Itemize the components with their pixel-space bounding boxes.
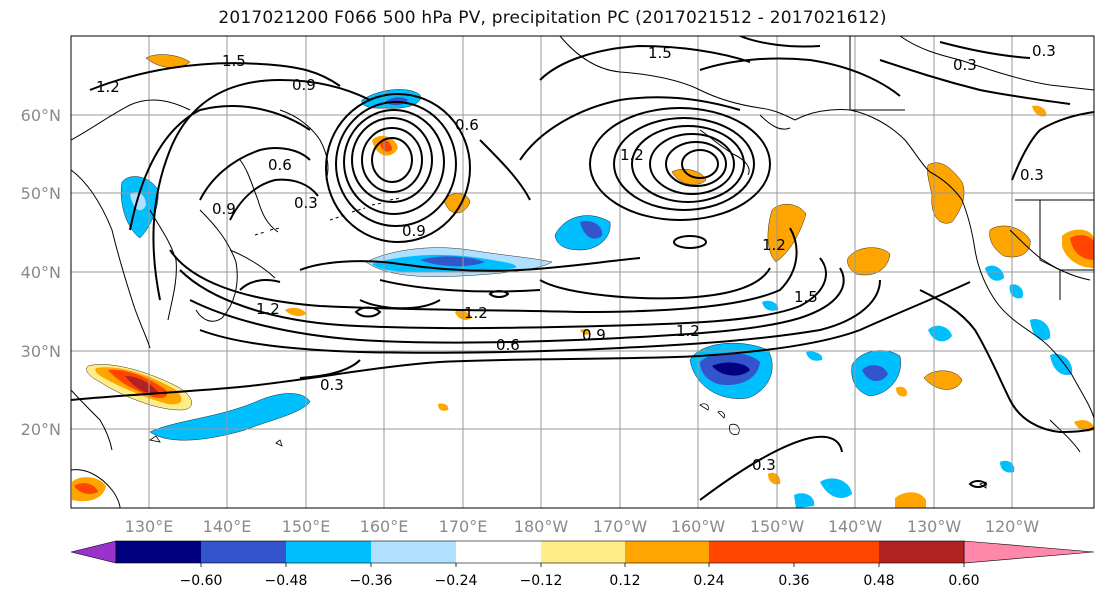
contour-label: 0.3	[320, 376, 344, 394]
lat-label: 50°N	[21, 184, 61, 203]
contour-label: 1.2	[464, 304, 488, 322]
contour-label: 0.3	[752, 456, 776, 474]
colorbar-swatch	[201, 541, 286, 563]
coastlines	[71, 36, 1094, 508]
lon-label: 170°W	[593, 517, 648, 536]
lat-label: 40°N	[21, 263, 61, 282]
lon-label: 150°E	[282, 517, 331, 536]
colorbar-tick: 0.48	[863, 573, 894, 589]
colorbar-swatch	[709, 541, 794, 563]
lat-label: 60°N	[21, 106, 61, 125]
contour-label: 0.3	[1020, 166, 1044, 184]
contour-label: 1.5	[794, 288, 818, 306]
contour-label: 1.2	[96, 78, 120, 96]
colorbar-swatch	[541, 541, 625, 563]
colorbar-tick: 0.24	[693, 573, 724, 589]
graticule	[71, 36, 1094, 508]
colorbar-swatch	[794, 541, 879, 563]
colorbar-tick: 0.12	[609, 573, 640, 589]
contour-label: 0.6	[268, 156, 292, 174]
contour-label: 1.5	[648, 44, 672, 62]
contour-label: 0.6	[496, 336, 520, 354]
colorbar-swatch	[116, 541, 201, 563]
contour-label: 0.9	[212, 200, 236, 218]
colorbar: −0.60 −0.48 −0.36 −0.24 −0.12 0.12 0.24 …	[70, 540, 1095, 589]
colorbar-swatch	[456, 541, 541, 563]
colorbar-tick: −0.48	[265, 573, 308, 589]
lon-label: 150°W	[750, 517, 805, 536]
contour-label: 0.3	[1032, 42, 1056, 60]
map-border	[70, 35, 1095, 509]
contour-label: 1.2	[676, 322, 700, 340]
contour-label: 1.5	[222, 52, 246, 70]
contour-labels: 1.5 1.2 0.9 1.5 0.3 0.3 0.6 0.6 0.3 0.9 …	[96, 42, 1056, 474]
colorbar-tick: −0.60	[180, 573, 223, 589]
colorbar-swatch	[879, 541, 964, 563]
lon-label: 180°W	[514, 517, 569, 536]
colorbar-tick: −0.12	[520, 573, 563, 589]
contour-label: 1.2	[762, 236, 786, 254]
lat-label: 20°N	[21, 420, 61, 439]
lon-label: 140°E	[203, 517, 252, 536]
latitude-labels: 60°N 50°N 40°N 30°N 20°N	[21, 106, 61, 439]
colorbar-tick: −0.36	[350, 573, 393, 589]
lon-label: 130°W	[907, 517, 962, 536]
lon-label: 140°W	[828, 517, 883, 536]
colorbar-tick: −0.24	[435, 573, 478, 589]
contour-label: 0.3	[294, 194, 318, 212]
longitude-labels: 130°E 140°E 150°E 160°E 170°E 180°W 170°…	[125, 517, 1040, 536]
colorbar-swatch	[371, 541, 456, 563]
contour-label: 0.3	[953, 56, 977, 74]
contour-label: 0.9	[402, 222, 426, 240]
lon-label: 170°E	[439, 517, 488, 536]
colorbar-extend-high	[963, 540, 1095, 564]
lon-label: 130°E	[125, 517, 174, 536]
contour-label: 1.2	[256, 300, 280, 318]
contour-label: 0.6	[455, 116, 479, 134]
colorbar-extend-low	[70, 540, 117, 564]
colorbar-swatch	[286, 541, 371, 563]
colorbar-tick: 0.36	[778, 573, 809, 589]
lon-label: 160°W	[671, 517, 726, 536]
contour-label: 1.2	[620, 146, 644, 164]
pv-contours	[71, 36, 1094, 501]
figure-title: 2017021200 F066 500 hPa PV, precipitatio…	[218, 8, 887, 28]
lon-label: 160°E	[360, 517, 409, 536]
colorbar-swatch	[625, 541, 709, 563]
contour-label: 0.9	[292, 76, 316, 94]
contour-label: 0.9	[582, 326, 606, 344]
lat-label: 30°N	[21, 342, 61, 361]
lon-label: 120°W	[985, 517, 1040, 536]
colorbar-tick: 0.60	[948, 573, 979, 589]
